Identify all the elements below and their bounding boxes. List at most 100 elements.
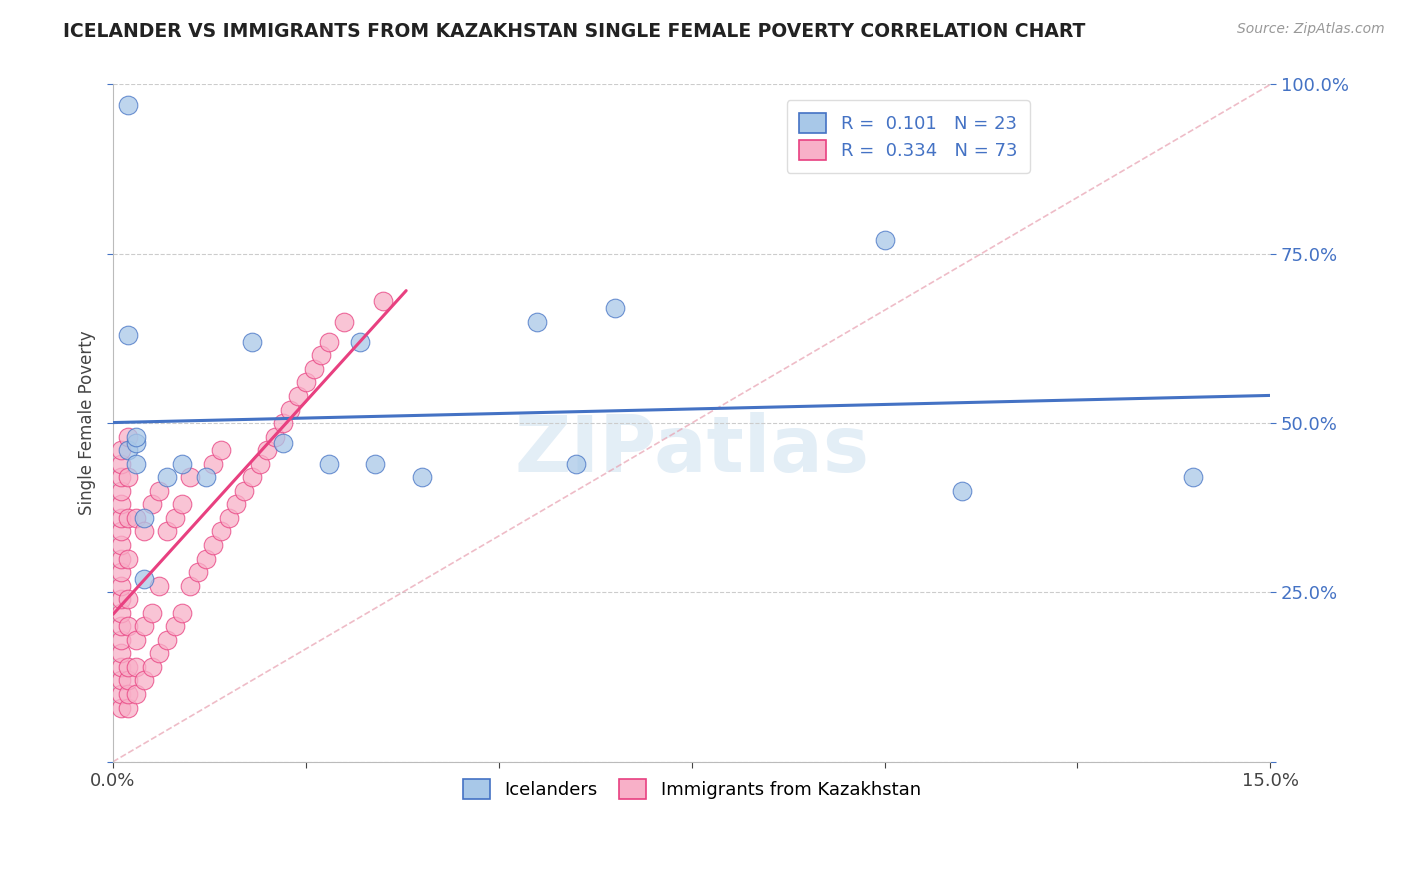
Point <box>132 572 155 586</box>
Point <box>125 436 148 450</box>
Point <box>110 673 132 688</box>
Point <box>141 606 163 620</box>
Point <box>110 579 132 593</box>
Point <box>1182 470 1205 484</box>
Point <box>163 619 186 633</box>
Point <box>117 673 139 688</box>
Point <box>148 483 170 498</box>
Point <box>156 524 179 539</box>
Point <box>132 511 155 525</box>
Point <box>110 619 132 633</box>
Point <box>148 579 170 593</box>
Point <box>117 687 139 701</box>
Point <box>125 511 148 525</box>
Point <box>194 470 217 484</box>
Point <box>565 457 588 471</box>
Point <box>132 619 155 633</box>
Point <box>110 660 132 674</box>
Point <box>249 457 271 471</box>
Point <box>187 565 209 579</box>
Point <box>209 443 232 458</box>
Point <box>110 443 132 458</box>
Point <box>311 348 333 362</box>
Text: ZIPatlas: ZIPatlas <box>515 412 869 488</box>
Point <box>218 511 240 525</box>
Point <box>271 436 294 450</box>
Point <box>156 470 179 484</box>
Text: Source: ZipAtlas.com: Source: ZipAtlas.com <box>1237 22 1385 37</box>
Point <box>172 606 194 620</box>
Point <box>179 579 201 593</box>
Point <box>117 592 139 607</box>
Point <box>411 470 433 484</box>
Point <box>271 416 294 430</box>
Point <box>125 687 148 701</box>
Point <box>225 497 247 511</box>
Point <box>110 700 132 714</box>
Point <box>125 457 148 471</box>
Point <box>110 470 132 484</box>
Point <box>110 511 132 525</box>
Point <box>132 524 155 539</box>
Legend: Icelanders, Immigrants from Kazakhstan: Icelanders, Immigrants from Kazakhstan <box>449 765 935 814</box>
Point <box>110 497 132 511</box>
Point <box>163 511 186 525</box>
Point <box>117 443 139 458</box>
Point <box>117 470 139 484</box>
Point <box>202 538 225 552</box>
Point <box>172 457 194 471</box>
Point <box>110 647 132 661</box>
Point <box>156 632 179 647</box>
Point <box>117 700 139 714</box>
Point <box>117 619 139 633</box>
Point <box>110 565 132 579</box>
Point <box>125 632 148 647</box>
Point <box>148 647 170 661</box>
Point <box>194 551 217 566</box>
Point <box>233 483 256 498</box>
Point <box>295 376 318 390</box>
Point <box>873 233 896 247</box>
Point <box>526 314 548 328</box>
Point <box>117 551 139 566</box>
Point <box>110 632 132 647</box>
Point <box>333 314 356 328</box>
Point <box>240 470 263 484</box>
Point <box>209 524 232 539</box>
Point <box>349 334 371 349</box>
Point <box>125 430 148 444</box>
Point <box>179 470 201 484</box>
Point <box>117 660 139 674</box>
Point <box>110 457 132 471</box>
Text: ICELANDER VS IMMIGRANTS FROM KAZAKHSTAN SINGLE FEMALE POVERTY CORRELATION CHART: ICELANDER VS IMMIGRANTS FROM KAZAKHSTAN … <box>63 22 1085 41</box>
Point <box>603 301 626 315</box>
Point <box>141 497 163 511</box>
Point <box>318 457 340 471</box>
Point <box>280 402 302 417</box>
Point <box>256 443 278 458</box>
Y-axis label: Single Female Poverty: Single Female Poverty <box>79 331 96 516</box>
Point <box>110 483 132 498</box>
Point <box>110 538 132 552</box>
Point <box>318 334 340 349</box>
Point <box>110 687 132 701</box>
Point <box>132 673 155 688</box>
Point <box>302 362 325 376</box>
Point <box>117 430 139 444</box>
Point <box>110 592 132 607</box>
Point <box>117 328 139 343</box>
Point <box>364 457 387 471</box>
Point <box>141 660 163 674</box>
Point <box>240 334 263 349</box>
Point <box>110 606 132 620</box>
Point <box>371 294 394 309</box>
Point <box>110 551 132 566</box>
Point <box>117 511 139 525</box>
Point <box>287 389 309 403</box>
Point <box>264 430 287 444</box>
Point <box>950 483 973 498</box>
Point <box>172 497 194 511</box>
Point <box>202 457 225 471</box>
Point <box>125 660 148 674</box>
Point <box>110 524 132 539</box>
